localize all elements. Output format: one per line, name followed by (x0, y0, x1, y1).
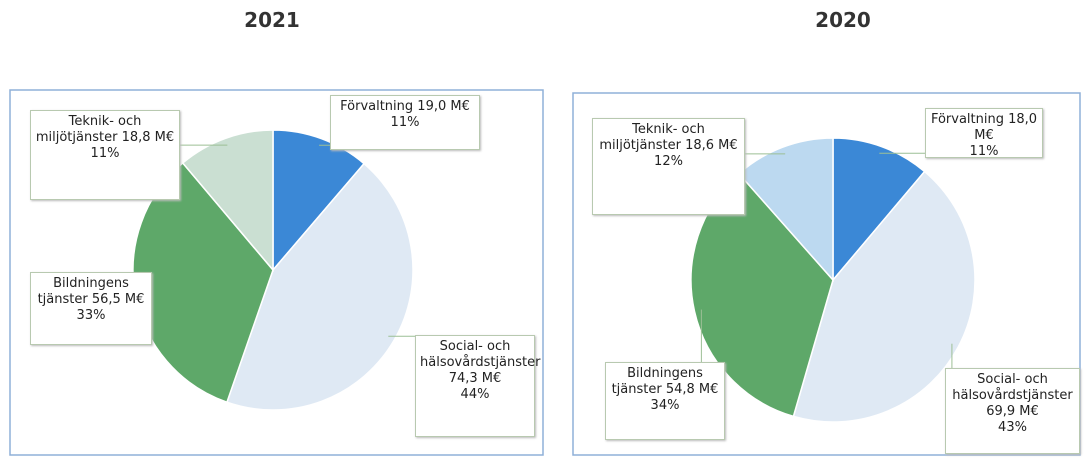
chart-title: 2020 (815, 8, 871, 32)
label-value: 18,0 M€ (974, 112, 1038, 143)
label-value: 18,6 M€ (685, 138, 738, 153)
title-text: 2020 (815, 8, 871, 32)
label-percent: 34% (650, 398, 680, 413)
data-label: Social- och hälsovårdstjänster 69,9 M€ 43… (945, 368, 1080, 454)
data-label: Förvaltning 18,0 M€ 11% (925, 108, 1043, 159)
data-label: Social- och hälsovårdstjänster 74,3 M€ 44… (415, 335, 540, 437)
label-value: 69,9 M€ (986, 404, 1039, 419)
data-label: Bildningens tjänster 56,5 M€ 33% (30, 272, 152, 345)
data-label: Teknik- och miljötjänster 18,8 M€ 11% (30, 110, 180, 200)
label-name: Teknik- och miljötjänster (599, 122, 705, 153)
label-value: 19,0 M€ (417, 99, 470, 114)
label-value: 74,3 M€ (448, 371, 502, 386)
label-percent: 44% (460, 387, 490, 402)
pie-slice (225, 162, 414, 411)
label-name: Teknik- och miljötjänster (35, 114, 142, 145)
data-label: Bildningens tjänster 54,8 M€ 34% (605, 362, 725, 440)
label-percent: 11% (969, 144, 999, 159)
title-text: 2021 (244, 8, 300, 32)
label-percent: 33% (76, 308, 106, 323)
label-percent: 11% (390, 115, 420, 130)
label-name: Förvaltning (930, 112, 1004, 127)
label-name: Social- och hälsovårdstjänster (420, 339, 541, 370)
pie-slice (181, 129, 274, 273)
pie-slice (832, 137, 926, 283)
label-name: Förvaltning (340, 99, 414, 114)
label-value: 54,8 M€ (665, 382, 719, 397)
label-name: Bildningens tjänster (37, 276, 129, 307)
label-percent: 11% (90, 146, 120, 161)
chart-title: 2021 (244, 8, 300, 32)
label-name: Bildningens tjänster (611, 366, 703, 397)
label-value: 18,8 M€ (121, 130, 175, 145)
pie-slice (272, 129, 366, 273)
data-label: Teknik- och miljötjänster 18,6 M€ 12% (592, 118, 745, 215)
data-label: Förvaltning 19,0 M€ 11% (330, 95, 480, 150)
pie-slice (792, 170, 976, 423)
label-percent: 12% (654, 154, 683, 169)
label-percent: 43% (998, 420, 1027, 435)
label-value: 56,5 M€ (91, 292, 145, 307)
label-name: Social- och hälsovårdstjänster (952, 372, 1073, 403)
